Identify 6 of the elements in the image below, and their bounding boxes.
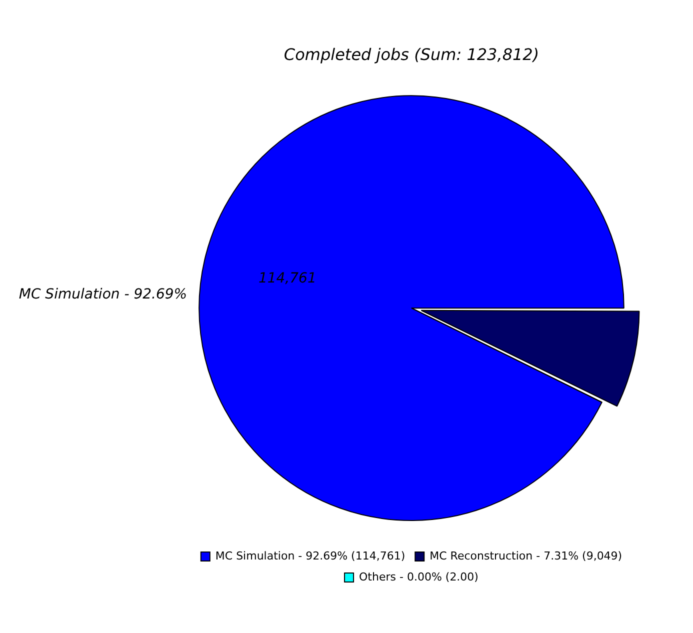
legend-label: Others - 0.00% (2.00) bbox=[359, 570, 478, 584]
chart-title: Completed jobs (Sum: 123,812) bbox=[284, 44, 540, 64]
legend-label: MC Reconstruction - 7.31% (9,049) bbox=[430, 549, 622, 562]
data-label: 114,761 bbox=[258, 270, 316, 287]
text: MC Simulation - 92.69% bbox=[18, 286, 188, 303]
legend-label: MC Simulation - 92.69% (114,761) bbox=[215, 549, 406, 562]
